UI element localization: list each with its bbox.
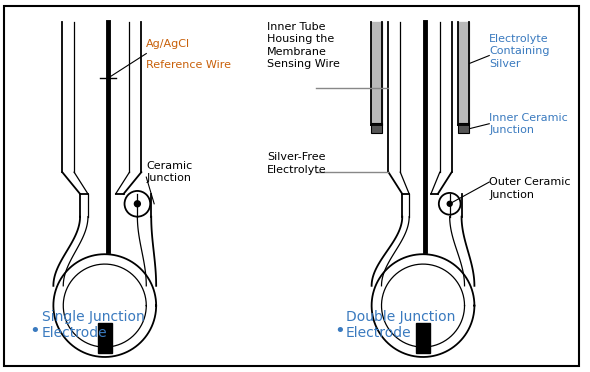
Text: Silver-Free
Electrolyte: Silver-Free Electrolyte	[267, 153, 326, 175]
Text: •: •	[30, 322, 40, 340]
Bar	[416, 323, 430, 353]
Bar	[98, 323, 112, 353]
Text: Reference Wire: Reference Wire	[146, 61, 231, 70]
Text: Outer Ceramic
Junction: Outer Ceramic Junction	[489, 177, 571, 199]
Text: Inner Tube
Housing the
Membrane
Sensing Wire: Inner Tube Housing the Membrane Sensing …	[267, 22, 340, 69]
Circle shape	[135, 201, 140, 207]
Text: Inner Ceramic
Junction: Inner Ceramic Junction	[489, 113, 568, 135]
Circle shape	[447, 201, 452, 206]
Text: Ceramic
Junction: Ceramic Junction	[146, 161, 192, 183]
Text: •: •	[334, 322, 345, 340]
Text: Single Junction
Electrode: Single Junction Electrode	[41, 310, 145, 340]
Text: Ag/AgCl: Ag/AgCl	[146, 39, 191, 49]
Text: Electrolyte
Containing
Silver: Electrolyte Containing Silver	[489, 34, 550, 68]
Text: Double Junction
Electrode: Double Junction Electrode	[346, 310, 455, 340]
Bar	[371, 123, 382, 133]
Bar	[458, 123, 470, 133]
